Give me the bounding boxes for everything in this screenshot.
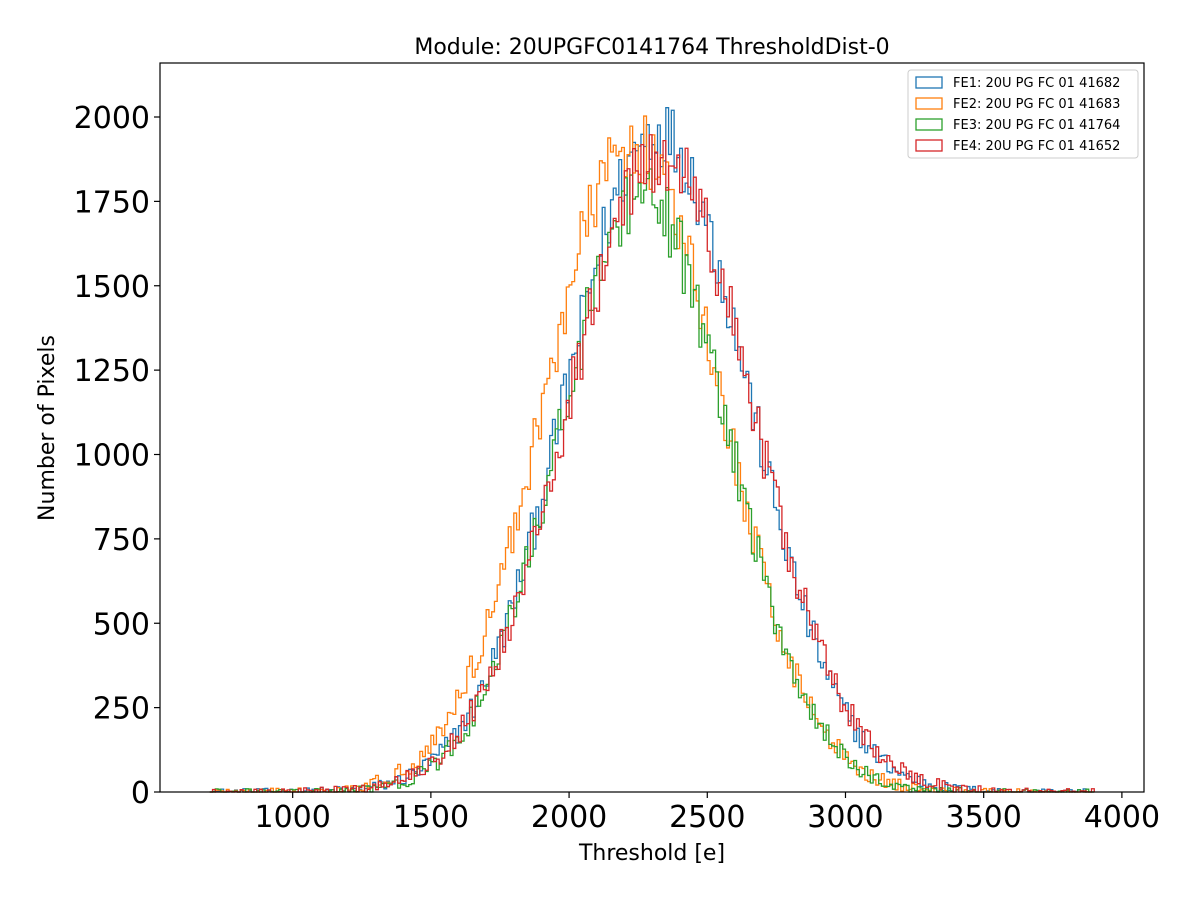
legend-label-fe1: FE1: 20U PG FC 01 41682 [953,76,1120,91]
x-tick-label: 4000 [1084,800,1160,835]
y-tick-label: 1750 [74,185,150,220]
legend-swatch-fe4 [915,139,943,152]
y-tick-label: 250 [93,692,150,727]
y-tick-label: 750 [93,523,150,558]
x-axis-title: Threshold [e] [578,841,725,866]
y-tick-label: 1250 [74,354,150,389]
legend-swatch-fe3 [915,118,943,131]
histogram-series-fe4 [209,134,1095,793]
x-tick-label: 2500 [669,800,745,835]
x-axis: 1000 1500 2000 2500 3000 3500 4000 [254,792,1160,835]
y-axis-title: Number of Pixels [35,335,60,521]
legend-swatch-fe2 [915,97,943,110]
x-tick-label: 3500 [946,800,1022,835]
legend-label-fe3: FE3: 20U PG FC 01 41764 [953,118,1120,133]
legend-swatch-fe1 [915,76,943,89]
x-tick-label: 1000 [254,800,330,835]
y-tick-label: 500 [93,607,150,642]
plot-frame [159,62,1145,793]
histogram-series-fe3 [209,168,1095,793]
y-tick-label: 1000 [74,439,150,474]
x-tick-label: 2000 [531,800,607,835]
histogram-series-fe2 [209,115,1095,793]
histogram-series-fe1 [209,107,1095,793]
legend: FE1: 20U PG FC 01 41682 FE2: 20U PG FC 0… [907,69,1139,159]
chart-title: Module: 20UPGFC0141764 ThresholdDist-0 [414,35,889,60]
y-tick-label: 0 [131,776,150,811]
y-axis: 0 250 500 750 1000 1250 1500 1750 2000 [74,101,160,811]
x-tick-label: 3000 [807,800,883,835]
y-tick-label: 1500 [74,270,150,305]
x-tick-label: 1500 [393,800,469,835]
legend-label-fe2: FE2: 20U PG FC 01 41683 [953,97,1120,112]
legend-label-fe4: FE4: 20U PG FC 01 41652 [953,139,1120,154]
legend-box [907,69,1139,159]
series-layer [209,107,1095,793]
y-tick-label: 2000 [74,101,150,136]
